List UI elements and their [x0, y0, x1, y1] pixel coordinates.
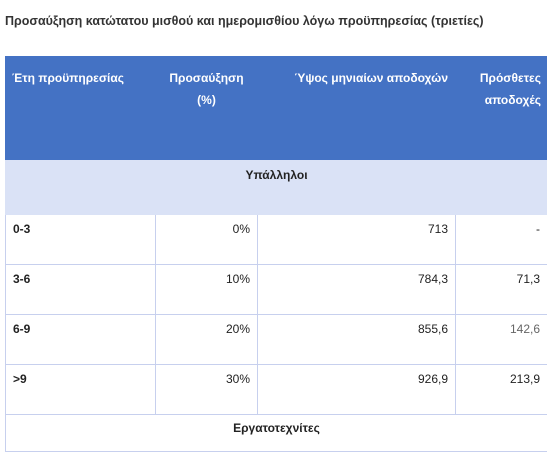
header-increase: Προσαύξηση (%): [156, 57, 258, 160]
group-label: Εργατοτεχνίτες: [6, 415, 547, 452]
cell-level: 926,9: [258, 365, 456, 415]
cell-increase: 0%: [156, 215, 258, 265]
header-level: Ύψος μηνιαίων αποδοχών: [258, 57, 456, 160]
cell-extra: 213,9: [456, 365, 547, 415]
page-title: Προσαύξηση κατώτατου μισθού και ημερομισ…: [5, 14, 484, 28]
table-row: 0-3 0% 713 -: [6, 215, 547, 265]
cell-extra: 142,6: [456, 315, 547, 365]
header-extra-line1: Πρόσθετες: [480, 71, 541, 85]
cell-level: 784,3: [258, 265, 456, 315]
cell-years: >9: [6, 365, 156, 415]
seniority-table: Έτη προϋπηρεσίας Προσαύξηση (%) Ύψος μην…: [5, 56, 547, 452]
table-header-row: Έτη προϋπηρεσίας Προσαύξηση (%) Ύψος μην…: [6, 57, 547, 160]
cell-increase: 20%: [156, 315, 258, 365]
header-extra: Πρόσθετες αποδοχές: [456, 57, 547, 160]
table-row: 3-6 10% 784,3 71,3: [6, 265, 547, 315]
group-label: Υπάλληλοι: [6, 160, 547, 215]
header-years: Έτη προϋπηρεσίας: [6, 57, 156, 160]
cell-years: 0-3: [6, 215, 156, 265]
cell-level: 713: [258, 215, 456, 265]
cell-extra: -: [456, 215, 547, 265]
cell-years: 6-9: [6, 315, 156, 365]
header-extra-line2: αποδοχές: [485, 93, 541, 107]
header-increase-line1: Προσαύξηση: [169, 71, 243, 85]
cell-level: 855,6: [258, 315, 456, 365]
cell-extra: 71,3: [456, 265, 547, 315]
group-row-employees: Υπάλληλοι: [6, 160, 547, 215]
table-row: >9 30% 926,9 213,9: [6, 365, 547, 415]
table-row: 6-9 20% 855,6 142,6: [6, 315, 547, 365]
group-row-workers: Εργατοτεχνίτες: [6, 415, 547, 452]
cell-increase: 10%: [156, 265, 258, 315]
header-increase-line2: (%): [197, 93, 216, 107]
cell-increase: 30%: [156, 365, 258, 415]
cell-years: 3-6: [6, 265, 156, 315]
